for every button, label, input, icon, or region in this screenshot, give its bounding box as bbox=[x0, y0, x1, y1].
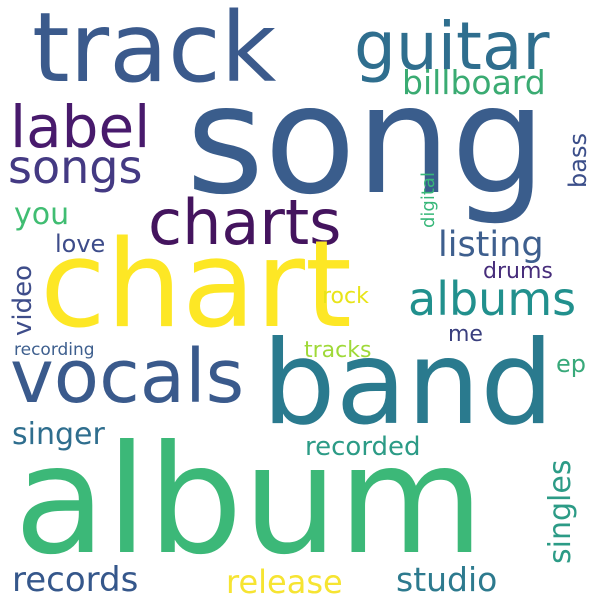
word-records: records bbox=[12, 560, 139, 600]
word-me: me bbox=[448, 322, 483, 347]
word-you: you bbox=[14, 197, 70, 232]
word-charts: charts bbox=[148, 186, 342, 259]
word-recorded: recorded bbox=[305, 432, 421, 462]
word-singer: singer bbox=[12, 417, 105, 452]
word-song: song bbox=[186, 54, 547, 228]
word-songs: songs bbox=[8, 140, 143, 194]
word-chart: chart bbox=[40, 216, 352, 355]
word-billboard: billboard bbox=[402, 63, 546, 102]
word-studio: studio bbox=[396, 560, 498, 599]
word-vocals: vocals bbox=[10, 334, 245, 420]
word-listing: listing bbox=[438, 225, 544, 265]
word-drums: drums bbox=[483, 259, 553, 284]
word-singles: singles bbox=[543, 459, 578, 564]
word-digital: digital bbox=[418, 172, 439, 228]
word-release: release bbox=[226, 563, 343, 600]
word-recording: recording bbox=[14, 340, 95, 360]
word-bass: bass bbox=[564, 133, 592, 188]
word-video: video bbox=[8, 264, 38, 336]
word-album: album bbox=[14, 414, 484, 588]
word-track: track bbox=[32, 0, 277, 104]
word-albums: albums bbox=[408, 272, 577, 326]
word-tracks: tracks bbox=[304, 338, 372, 363]
word-band: band bbox=[262, 316, 554, 451]
word-love: love bbox=[55, 230, 106, 258]
word-label: label bbox=[10, 93, 151, 161]
word-rock: rock bbox=[322, 284, 369, 309]
word-ep: ep bbox=[556, 350, 586, 378]
word-guitar: guitar bbox=[354, 8, 550, 85]
